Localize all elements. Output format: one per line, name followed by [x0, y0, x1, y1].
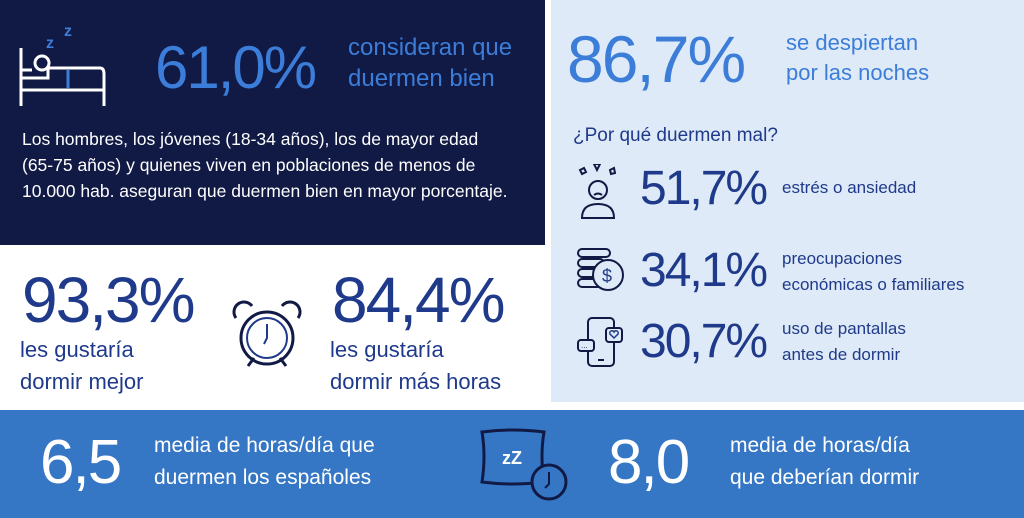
hours-value: 6,5	[40, 428, 122, 497]
sleep-problems-panel	[551, 0, 1024, 402]
sleep-well-description: Los hombres, los jóvenes (18-34 años), l…	[22, 129, 508, 201]
sleep-well-label: consideran que duermen bien	[348, 32, 512, 94]
svg-text:z: z	[46, 35, 54, 52]
label-line: duermen los españoles	[154, 466, 372, 489]
label-line: antes de dormir	[782, 345, 901, 364]
label-line: consideran que	[348, 34, 513, 61]
smartphone-chat-icon: ...	[576, 316, 626, 368]
label-line: preocupaciones	[782, 249, 903, 268]
label-line: les gustaría	[20, 337, 134, 362]
label-line: dormir mejor	[20, 369, 144, 394]
wish-label: les gustaría dormir más horas	[330, 334, 501, 398]
bed-sleeping-icon: z z	[18, 18, 110, 108]
svg-text:z: z	[64, 23, 72, 40]
hours-label: media de horas/día que duermen los españ…	[154, 430, 375, 494]
sleep-well-panel	[0, 0, 545, 245]
label-line: media de horas/día que	[154, 434, 375, 457]
reason-value: 30,7%	[640, 315, 768, 368]
reasons-title: ¿Por qué duermen mal?	[573, 125, 778, 146]
svg-text:$: $	[602, 266, 612, 286]
reason-value: 51,7%	[640, 162, 768, 215]
label-line: que deberían dormir	[730, 466, 920, 489]
reason-label: preocupaciones económicas o familiares	[782, 246, 964, 298]
label-line: dormir más horas	[330, 369, 502, 394]
label-line: uso de pantallas	[782, 319, 906, 338]
wake-up-value: 86,7%	[567, 22, 746, 96]
svg-text:zZ: zZ	[502, 448, 522, 468]
stressed-person-icon	[576, 164, 620, 220]
reason-label: estrés o ansiedad	[782, 178, 917, 197]
label-line: por las noches	[786, 59, 930, 85]
svg-text:...: ...	[581, 341, 588, 350]
alarm-clock-icon	[232, 300, 302, 370]
hours-band	[0, 410, 1024, 518]
label-line: se despiertan	[786, 30, 919, 55]
wake-up-label: se despiertan por las noches	[786, 28, 929, 87]
label-line: duermen bien	[348, 65, 495, 93]
label-line: económicas o familiares	[782, 275, 965, 294]
label-line: media de horas/día	[730, 434, 910, 457]
label-line: les gustaría	[330, 337, 444, 362]
money-coins-icon: $	[576, 247, 626, 293]
wish-label: les gustaría dormir mejor	[20, 334, 143, 398]
wish-value: 84,4%	[332, 264, 505, 336]
pillow-clock-icon: zZ	[476, 428, 572, 504]
hours-value: 8,0	[608, 428, 690, 497]
hours-label: media de horas/día que deberían dormir	[730, 430, 919, 494]
wish-value: 93,3%	[22, 264, 195, 336]
reason-value: 34,1%	[640, 244, 768, 297]
reason-label: uso de pantallas antes de dormir	[782, 316, 906, 368]
sleep-well-value: 61,0%	[155, 34, 317, 101]
